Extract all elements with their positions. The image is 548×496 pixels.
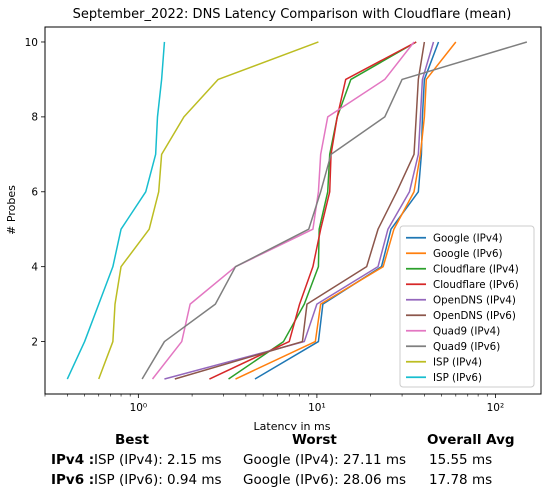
header-best: Best xyxy=(115,432,149,448)
y-axis: 2 4 6 8 10 xyxy=(25,37,45,348)
x-tick-label-0: 10⁰ xyxy=(130,402,148,414)
x-tick-label-2: 10² xyxy=(487,402,505,414)
y-tick-label-3: 8 xyxy=(31,112,38,124)
legend-entry-3: Cloudflare (IPv6) xyxy=(433,279,519,291)
chart-title: September_2022: DNS Latency Comparison w… xyxy=(73,7,512,22)
latency-chart: September_2022: DNS Latency Comparison w… xyxy=(5,7,542,430)
legend-entry-7: Quad9 (IPv6) xyxy=(433,341,500,353)
summary-table: Best Worst Overall Avg IPv4 : ISP (IPv4)… xyxy=(0,430,548,496)
worst-ipv4: Google (IPv4): 27.11 ms xyxy=(243,452,407,468)
legend-entry-8: ISP (IPv4) xyxy=(433,356,482,368)
y-axis-label: # Probes xyxy=(5,185,18,235)
y-tick-label-2: 6 xyxy=(31,187,38,199)
legend-entry-1: Google (IPv6) xyxy=(433,248,503,260)
avg-ipv4: 15.55 ms xyxy=(429,452,493,468)
series-line-9 xyxy=(66,41,166,380)
series-line-7 xyxy=(141,41,528,380)
x-tick-label-1: 10¹ xyxy=(308,402,326,414)
header-overall-avg: Overall Avg xyxy=(427,432,515,448)
legend-entry-0: Google (IPv4) xyxy=(433,232,503,244)
row-label-ipv6: IPv6 : xyxy=(51,472,95,488)
x-axis: 10⁰ 10¹ 10² xyxy=(44,394,505,414)
row-label-ipv4: IPv4 : xyxy=(51,452,95,468)
series-line-3 xyxy=(209,41,417,380)
y-tick-label-4: 10 xyxy=(25,37,38,49)
series-line-5 xyxy=(174,41,426,380)
series-line-1 xyxy=(235,41,457,380)
series-line-6 xyxy=(151,41,415,380)
worst-ipv6: Google (IPv6): 28.06 ms xyxy=(243,472,407,488)
avg-ipv6: 17.78 ms xyxy=(429,472,493,488)
legend-entry-2: Cloudflare (IPv4) xyxy=(433,263,519,275)
legend: Google (IPv4) Google (IPv6) Cloudflare (IP… xyxy=(399,225,535,388)
best-ipv4: ISP (IPv4): 2.15 ms xyxy=(94,452,222,468)
y-tick-label-1: 4 xyxy=(31,261,38,273)
header-worst: Worst xyxy=(292,432,337,448)
legend-entry-5: OpenDNS (IPv6) xyxy=(433,310,516,322)
plot-frame xyxy=(44,26,542,395)
plot-lines xyxy=(66,41,528,380)
series-line-4 xyxy=(164,41,435,380)
legend-box xyxy=(399,225,535,388)
x-axis-label: Latency in ms xyxy=(254,420,331,430)
series-line-8 xyxy=(98,41,319,380)
y-tick-label-0: 2 xyxy=(31,336,38,348)
legend-entry-4: OpenDNS (IPv4) xyxy=(433,294,516,306)
legend-entry-9: ISP (IPv6) xyxy=(433,372,482,384)
legend-entry-6: Quad9 (IPv4) xyxy=(433,325,500,337)
best-ipv6: ISP (IPv6): 0.94 ms xyxy=(94,472,222,488)
